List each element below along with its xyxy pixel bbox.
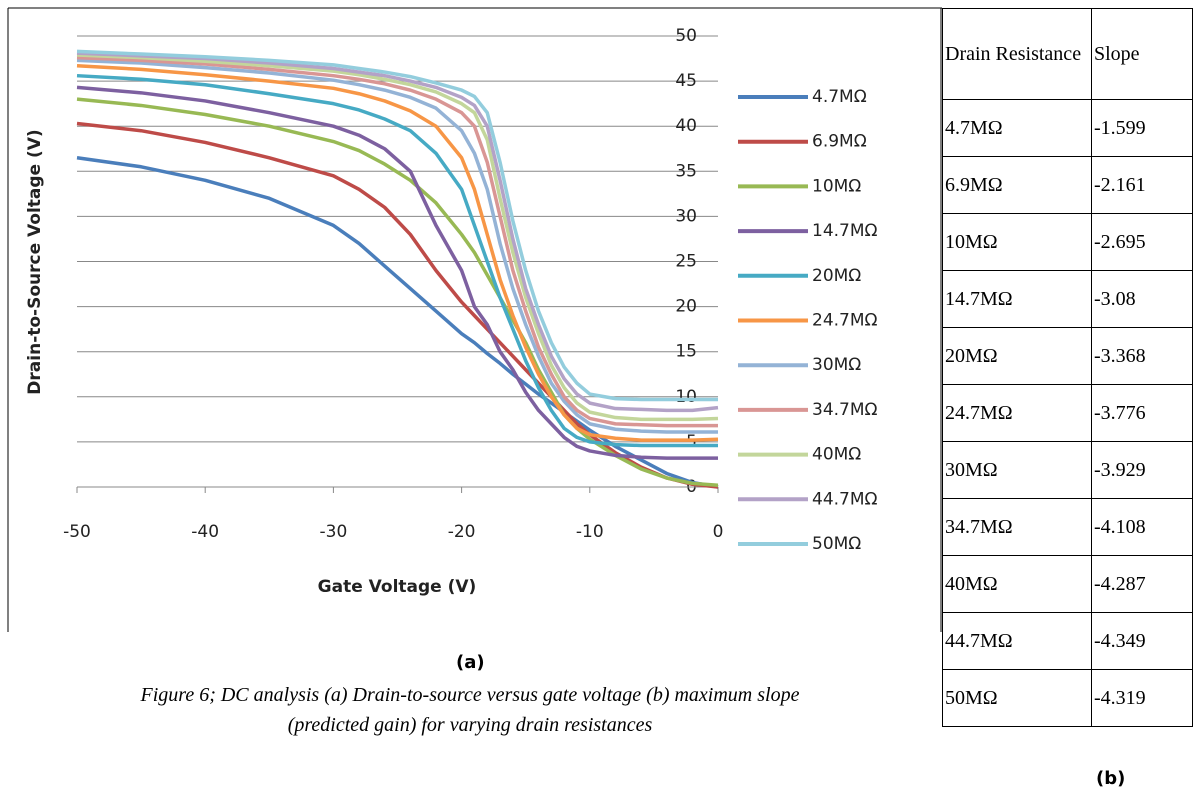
legend-label: 30MΩ	[812, 355, 861, 375]
x-tick-label: -20	[448, 522, 476, 542]
series-line	[76, 53, 719, 422]
legend-label: 24.7MΩ	[812, 311, 878, 331]
table-row: 4.7MΩ -1.599	[942, 99, 1193, 157]
table-cell: -3.776	[1091, 384, 1193, 442]
legend-label: 6.9MΩ	[812, 132, 867, 152]
table-row: 24.7MΩ -3.776	[942, 384, 1193, 442]
legend-label: 40MΩ	[812, 445, 861, 465]
series-line	[76, 51, 719, 413]
table-cell: -3.929	[1091, 441, 1193, 499]
legend-label: 14.7MΩ	[812, 221, 878, 241]
table-cell: Drain Resistance	[942, 8, 1092, 100]
y-axis-label: Drain-to-Source Voltage (V)	[25, 129, 45, 394]
y-tick-label: 30	[675, 206, 697, 226]
series-line	[76, 97, 719, 487]
y-tick-label: 35	[675, 161, 697, 181]
table-cell: 14.7MΩ	[942, 270, 1092, 328]
table-cell: -4.319	[1091, 669, 1193, 727]
table-cell: -4.108	[1091, 498, 1193, 556]
x-axis-label: Gate Voltage (V)	[318, 577, 477, 597]
y-tick-label: 10	[675, 387, 697, 407]
series-line	[76, 49, 718, 402]
table-row: 40MΩ -4.287	[942, 555, 1193, 613]
table-cell: 4.7MΩ	[942, 99, 1092, 157]
y-tick-label: 25	[675, 252, 697, 272]
series-line	[76, 121, 719, 489]
table-cell: 6.9MΩ	[942, 156, 1092, 214]
chart: Drain-to-Source Voltage (V) Gate Voltage…	[7, 7, 942, 632]
y-tick-label: 45	[675, 71, 697, 91]
table-cell: 20MΩ	[942, 327, 1092, 385]
y-tick-label: 15	[675, 342, 697, 362]
y-tick-label: 40	[675, 116, 697, 136]
table-cell: -4.349	[1091, 612, 1193, 670]
table-row: 50MΩ -4.319	[942, 669, 1193, 727]
table-row: 10MΩ -2.695	[942, 213, 1193, 271]
table-cell: 50MΩ	[942, 669, 1092, 727]
legend-label: 50MΩ	[812, 534, 861, 554]
table-cell: Slope	[1091, 8, 1193, 100]
x-tick-label: -30	[320, 522, 348, 542]
legend-label: 34.7MΩ	[812, 400, 878, 420]
series-line	[76, 156, 719, 489]
table-row: 30MΩ -3.929	[942, 441, 1193, 499]
legend-label: 44.7MΩ	[812, 489, 878, 509]
series-line	[76, 85, 718, 460]
series-line	[76, 58, 718, 434]
x-tick-label: -50	[63, 522, 91, 542]
caption: Figure 6; DC analysis (a) Drain-to-sourc…	[140, 684, 800, 736]
table-cell: 10MΩ	[942, 213, 1092, 271]
table-cell: -2.161	[1091, 156, 1193, 214]
legend-label: 4.7MΩ	[812, 87, 867, 107]
series-line	[76, 73, 718, 448]
table-cell: 34.7MΩ	[942, 498, 1092, 556]
table-row: 14.7MΩ -3.08	[942, 270, 1193, 328]
legend-label: 10MΩ	[812, 176, 861, 196]
x-tick-label: -10	[576, 522, 604, 542]
table-cell: 30MΩ	[942, 441, 1092, 499]
y-tick-label: 5	[686, 432, 697, 452]
table-cell: -4.287	[1091, 555, 1193, 613]
table-cell: -3.08	[1091, 270, 1193, 328]
table-header: Drain Resistance Slope	[942, 8, 1193, 100]
table-cell: -3.368	[1091, 327, 1193, 385]
y-tick-label: 20	[675, 297, 697, 317]
table-row: 44.7MΩ -4.349	[942, 612, 1193, 670]
table-cell: -1.599	[1091, 99, 1193, 157]
table-cell: 24.7MΩ	[942, 384, 1092, 442]
panel-label: (a)	[456, 652, 485, 673]
legend-label: 20MΩ	[812, 266, 861, 286]
y-tick-label: 50	[675, 26, 697, 46]
table-cell: 40MΩ	[942, 555, 1092, 613]
table-cell: 44.7MΩ	[942, 612, 1092, 670]
table-cell: -2.695	[1091, 213, 1193, 271]
series-line	[76, 55, 718, 428]
series-line	[76, 64, 719, 442]
slope-table: Drain Resistance Slope 4.7MΩ -1.599 6.9MΩ -2.…	[942, 8, 1193, 727]
table-row: 34.7MΩ -4.108	[942, 498, 1193, 556]
x-tick-label: -40	[191, 522, 219, 542]
panel-label: (b)	[1096, 768, 1126, 789]
x-tick-label: 0	[713, 522, 724, 542]
table-row: 6.9MΩ -2.161	[942, 156, 1193, 214]
table-row: 20MΩ -3.368	[942, 327, 1193, 385]
